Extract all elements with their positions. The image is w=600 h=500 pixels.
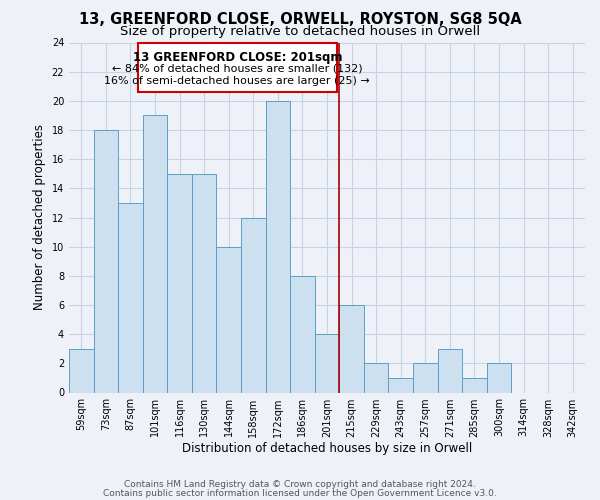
Bar: [167, 174, 192, 392]
Bar: [118, 203, 143, 392]
Bar: [217, 246, 241, 392]
Text: 13 GREENFORD CLOSE: 201sqm: 13 GREENFORD CLOSE: 201sqm: [133, 50, 342, 64]
Bar: [413, 364, 437, 392]
Bar: [266, 101, 290, 392]
Bar: [241, 218, 266, 392]
Bar: [487, 364, 511, 392]
Text: Contains public sector information licensed under the Open Government Licence v3: Contains public sector information licen…: [103, 488, 497, 498]
Bar: [462, 378, 487, 392]
Text: 16% of semi-detached houses are larger (25) →: 16% of semi-detached houses are larger (…: [104, 76, 370, 86]
Text: ← 84% of detached houses are smaller (132): ← 84% of detached houses are smaller (13…: [112, 64, 362, 74]
Bar: [364, 364, 388, 392]
Y-axis label: Number of detached properties: Number of detached properties: [33, 124, 46, 310]
Bar: [290, 276, 315, 392]
Bar: [315, 334, 339, 392]
Bar: [339, 305, 364, 392]
Text: Size of property relative to detached houses in Orwell: Size of property relative to detached ho…: [120, 25, 480, 38]
Bar: [192, 174, 217, 392]
Bar: [69, 349, 94, 393]
Bar: [94, 130, 118, 392]
Bar: [143, 116, 167, 392]
Bar: [437, 349, 462, 393]
Text: 13, GREENFORD CLOSE, ORWELL, ROYSTON, SG8 5QA: 13, GREENFORD CLOSE, ORWELL, ROYSTON, SG…: [79, 12, 521, 28]
X-axis label: Distribution of detached houses by size in Orwell: Distribution of detached houses by size …: [182, 442, 472, 456]
Text: Contains HM Land Registry data © Crown copyright and database right 2024.: Contains HM Land Registry data © Crown c…: [124, 480, 476, 489]
Bar: [388, 378, 413, 392]
FancyBboxPatch shape: [138, 42, 337, 92]
